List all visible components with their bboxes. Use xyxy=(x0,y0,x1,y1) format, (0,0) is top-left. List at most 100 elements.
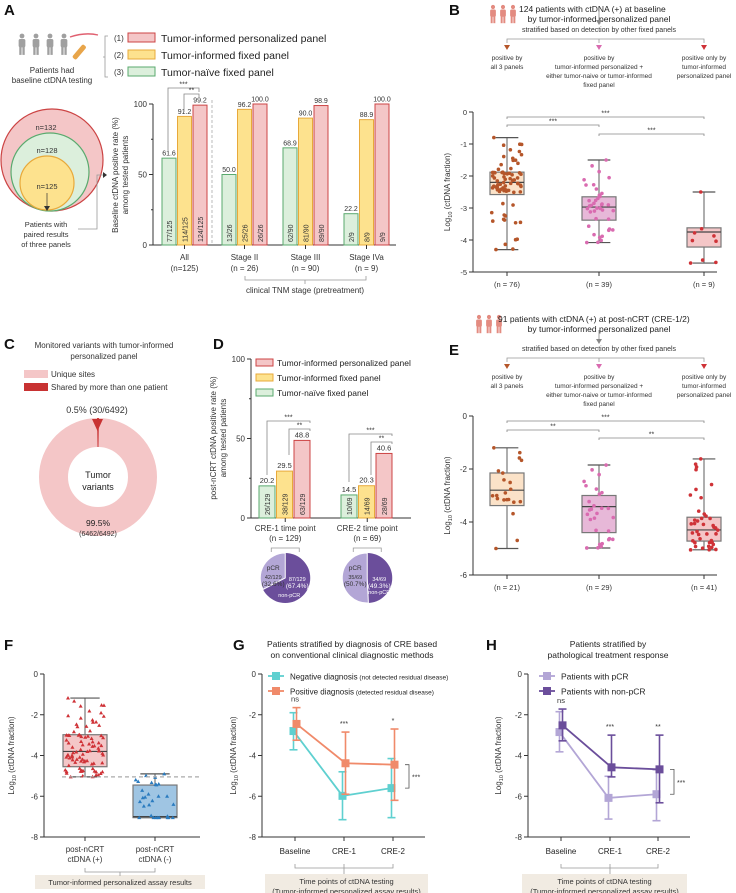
y-tick-label: -6 xyxy=(249,792,257,801)
bar-fraction-label: 26/129 xyxy=(265,493,272,515)
data-point xyxy=(585,206,590,211)
data-point xyxy=(688,493,693,497)
data-point xyxy=(696,532,701,537)
data-point xyxy=(149,780,154,785)
bar-fraction-label: 2/9 xyxy=(349,232,356,242)
data-point xyxy=(66,733,71,737)
data-point xyxy=(170,815,175,820)
person-leg xyxy=(503,16,506,24)
data-point xyxy=(518,220,523,225)
pie-pcr-percent: (32.6%) xyxy=(262,581,285,588)
data-point xyxy=(99,710,104,715)
unique-fraction: (6462/6492) xyxy=(79,531,117,538)
data-point xyxy=(592,232,596,237)
group-description: fixed panel xyxy=(583,82,615,89)
data-point xyxy=(501,201,505,206)
data-point xyxy=(594,216,598,221)
data-point xyxy=(714,260,718,265)
data-point xyxy=(711,523,715,528)
data-point xyxy=(584,183,588,187)
bar xyxy=(359,119,374,246)
data-point xyxy=(101,714,106,718)
y-tick-label: -2 xyxy=(515,711,523,720)
data-point xyxy=(606,506,611,511)
bar-value-label: 14.5 xyxy=(342,485,357,494)
y-tick-label: -6 xyxy=(515,792,523,801)
bar xyxy=(293,439,311,519)
panel-title: Monitored variants with tumor-informed xyxy=(35,341,174,350)
y-tick-label: -8 xyxy=(31,833,39,842)
series-marker xyxy=(338,791,347,800)
data-point xyxy=(508,147,513,152)
data-point xyxy=(694,487,698,492)
person-leg xyxy=(499,326,502,334)
data-point xyxy=(496,167,501,172)
significance-bracket: *** xyxy=(266,415,311,423)
donut-center-label: variants xyxy=(82,482,114,492)
significance-label: ** xyxy=(189,88,195,95)
data-point xyxy=(502,213,506,217)
data-point xyxy=(79,739,84,743)
data-point xyxy=(143,795,148,799)
pie-slice-pcr xyxy=(341,552,369,604)
data-point xyxy=(518,450,522,455)
data-point xyxy=(511,511,515,516)
strat-text: stratified based on detection by other f… xyxy=(522,346,677,353)
y-tick-label: -6 xyxy=(460,571,468,580)
arrow-down-icon xyxy=(504,45,510,50)
panel-label-a: A xyxy=(4,2,15,19)
person-icon xyxy=(18,33,26,55)
data-point xyxy=(136,779,141,783)
panel-label-f: F xyxy=(4,637,13,654)
bar xyxy=(374,103,390,246)
data-point xyxy=(503,242,508,247)
bar-fraction-label: 8/9 xyxy=(365,232,372,242)
data-point xyxy=(519,152,524,157)
data-point xyxy=(593,198,598,203)
x-tick-label: CRE-2 xyxy=(646,847,671,856)
person-leg xyxy=(513,16,516,24)
panel-d: D 0 50 100 post-nCRT ctDNA positive rate (%)… xyxy=(209,336,411,604)
y-tick-label: -3 xyxy=(460,204,467,213)
data-point xyxy=(597,169,601,174)
y-tick-label: 100 xyxy=(134,100,148,109)
pie-non-pcr-percent: (67.4%) xyxy=(286,583,309,590)
data-point xyxy=(698,537,702,541)
data-point xyxy=(66,763,71,768)
bar-fraction-label: 9/9 xyxy=(380,232,387,242)
data-point xyxy=(494,546,498,551)
legend-swatch xyxy=(255,388,274,397)
group-description: either tumor-naive or tumor-informed xyxy=(546,73,652,80)
data-point xyxy=(699,495,703,500)
x-tick-label: Stage III xyxy=(291,253,321,262)
bar xyxy=(313,105,329,246)
overall-bracket xyxy=(670,768,675,795)
bar-fraction-label: 63/129 xyxy=(300,493,307,515)
bar-value-label: 88.9 xyxy=(360,112,374,119)
data-point xyxy=(85,749,90,753)
person-leg xyxy=(47,46,50,55)
person-leg xyxy=(19,46,22,55)
series-marker xyxy=(555,728,564,737)
bracket-drop xyxy=(266,423,290,475)
data-point xyxy=(99,743,104,748)
group-description: positive only by xyxy=(682,374,727,381)
group-description: fixed panel xyxy=(583,401,615,408)
person-leg xyxy=(476,326,479,334)
panel-label-e: E xyxy=(449,342,459,359)
data-point xyxy=(146,792,151,796)
person-head xyxy=(496,314,502,320)
x-note: clinical TNM stage (pretreatment) xyxy=(246,286,364,295)
bar-value-label: 20.3 xyxy=(359,476,374,485)
data-point xyxy=(503,177,508,182)
legend-label: Positive diagnosis (detected residual di… xyxy=(290,688,434,697)
data-point xyxy=(88,728,93,733)
group-description: tumor-informed xyxy=(682,383,726,390)
x-tick-label: (n = 90) xyxy=(292,264,320,273)
x-tick-label: CRE-1 time point xyxy=(255,524,317,533)
x-tick-label: (n = 26) xyxy=(231,264,259,273)
bar-value-label: 98.9 xyxy=(314,98,328,105)
bar-fraction-label: 28/69 xyxy=(382,497,389,515)
data-point xyxy=(709,538,714,543)
data-point xyxy=(712,234,716,238)
